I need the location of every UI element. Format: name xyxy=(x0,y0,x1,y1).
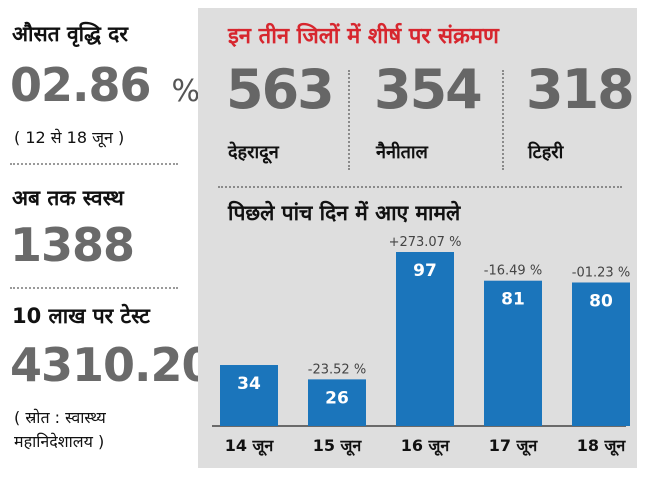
districts-and-chart-panel: इन तीन जिलों में शीर्ष पर संक्रमण 563 दे… xyxy=(198,8,637,468)
bar-value-label: 26 xyxy=(325,388,349,408)
district-count: 563 xyxy=(226,58,335,121)
districts-chart-divider xyxy=(218,186,622,188)
growth-period: ( 12 से 18 जून ) xyxy=(14,128,125,147)
x-tick-label: 17 जून xyxy=(489,436,539,456)
tests-per-million-label: 10 लाख पर टेस्ट xyxy=(12,304,150,328)
bar-value-label: 34 xyxy=(237,374,261,394)
bar-2 xyxy=(308,379,366,426)
bar-5 xyxy=(572,282,630,426)
growth-rate-value: 02.86 % xyxy=(10,58,200,112)
x-tick-label: 16 जून xyxy=(401,436,451,456)
bar-4 xyxy=(484,280,542,426)
growth-rate-unit: % xyxy=(171,74,200,109)
x-tick-label: 15 जून xyxy=(313,436,363,456)
change-percent-label: +273.07 % xyxy=(389,235,462,250)
bar-value-label: 80 xyxy=(589,291,613,311)
source-line-2: महानिदेशालय ) xyxy=(14,432,105,451)
tests-per-million-value: 4310.20 xyxy=(10,338,214,392)
recovered-value: 1388 xyxy=(10,218,135,272)
divider-1 xyxy=(10,163,178,165)
district-name: नैनीताल xyxy=(376,142,428,163)
change-percent-label: -01.23 % xyxy=(572,265,630,280)
source-line-1: ( स्रोत : स्वास्थ्य xyxy=(14,408,106,427)
bar-3 xyxy=(396,252,454,426)
change-percent-label: -16.49 % xyxy=(484,264,542,279)
left-stats-column: औसत वृद्धि दर 02.86 % ( 12 से 18 जून ) अ… xyxy=(0,0,214,479)
change-percent-label: -23.52 % xyxy=(308,362,366,377)
top-districts-title: इन तीन जिलों में शीर्ष पर संक्रमण xyxy=(228,24,499,49)
district-divider-2 xyxy=(502,70,504,170)
growth-rate-label: औसत वृद्धि दर xyxy=(12,22,128,46)
bar-1 xyxy=(220,365,278,426)
x-tick-label: 18 जून xyxy=(577,436,627,456)
daily-cases-bar-chart: 34 14 जून 26 -23.52 % 15 जून 97 +273.07 % 16 जू… xyxy=(212,235,630,456)
district-count: 354 xyxy=(374,58,483,121)
growth-rate-number: 02.86 xyxy=(10,58,152,112)
recovered-label: अब तक स्वस्थ xyxy=(12,186,124,210)
divider-2 xyxy=(10,287,178,289)
chart-title: पिछले पांच दिन में आए मामले xyxy=(228,201,461,225)
x-tick-label: 14 जून xyxy=(225,436,275,456)
district-count: 318 xyxy=(526,58,635,121)
district-divider-1 xyxy=(348,70,350,170)
district-name: टिहरी xyxy=(528,142,564,163)
bar-value-label: 97 xyxy=(413,261,437,281)
bar-value-label: 81 xyxy=(501,290,525,310)
district-name: देहरादून xyxy=(228,142,279,163)
